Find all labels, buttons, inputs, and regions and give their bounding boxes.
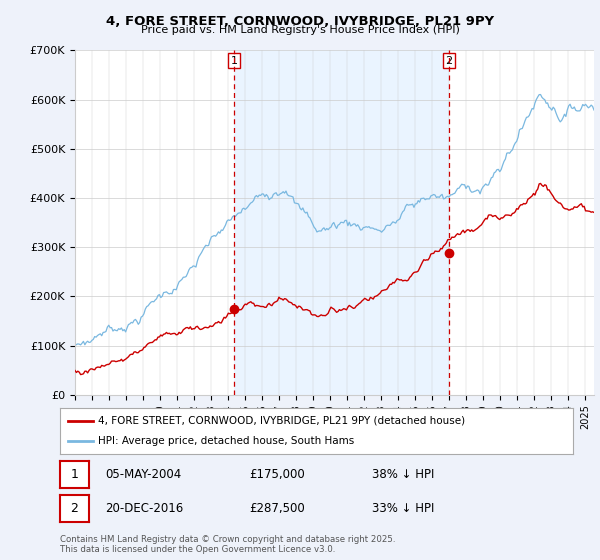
Text: 38% ↓ HPI: 38% ↓ HPI bbox=[372, 468, 434, 482]
Text: Contains HM Land Registry data © Crown copyright and database right 2025.
This d: Contains HM Land Registry data © Crown c… bbox=[60, 535, 395, 554]
Text: 4, FORE STREET, CORNWOOD, IVYBRIDGE, PL21 9PY: 4, FORE STREET, CORNWOOD, IVYBRIDGE, PL2… bbox=[106, 15, 494, 27]
Text: £287,500: £287,500 bbox=[249, 502, 305, 515]
Text: 2: 2 bbox=[445, 55, 452, 66]
Bar bbox=[234, 50, 449, 395]
Text: 1: 1 bbox=[70, 468, 79, 482]
Text: 1: 1 bbox=[230, 55, 238, 66]
Text: 20-DEC-2016: 20-DEC-2016 bbox=[105, 502, 183, 515]
Text: 2: 2 bbox=[70, 502, 79, 515]
Text: Price paid vs. HM Land Registry's House Price Index (HPI): Price paid vs. HM Land Registry's House … bbox=[140, 25, 460, 35]
Text: 33% ↓ HPI: 33% ↓ HPI bbox=[372, 502, 434, 515]
Text: 4, FORE STREET, CORNWOOD, IVYBRIDGE, PL21 9PY (detached house): 4, FORE STREET, CORNWOOD, IVYBRIDGE, PL2… bbox=[98, 416, 466, 426]
Text: HPI: Average price, detached house, South Hams: HPI: Average price, detached house, Sout… bbox=[98, 436, 355, 446]
Text: £175,000: £175,000 bbox=[249, 468, 305, 482]
Text: 05-MAY-2004: 05-MAY-2004 bbox=[105, 468, 181, 482]
